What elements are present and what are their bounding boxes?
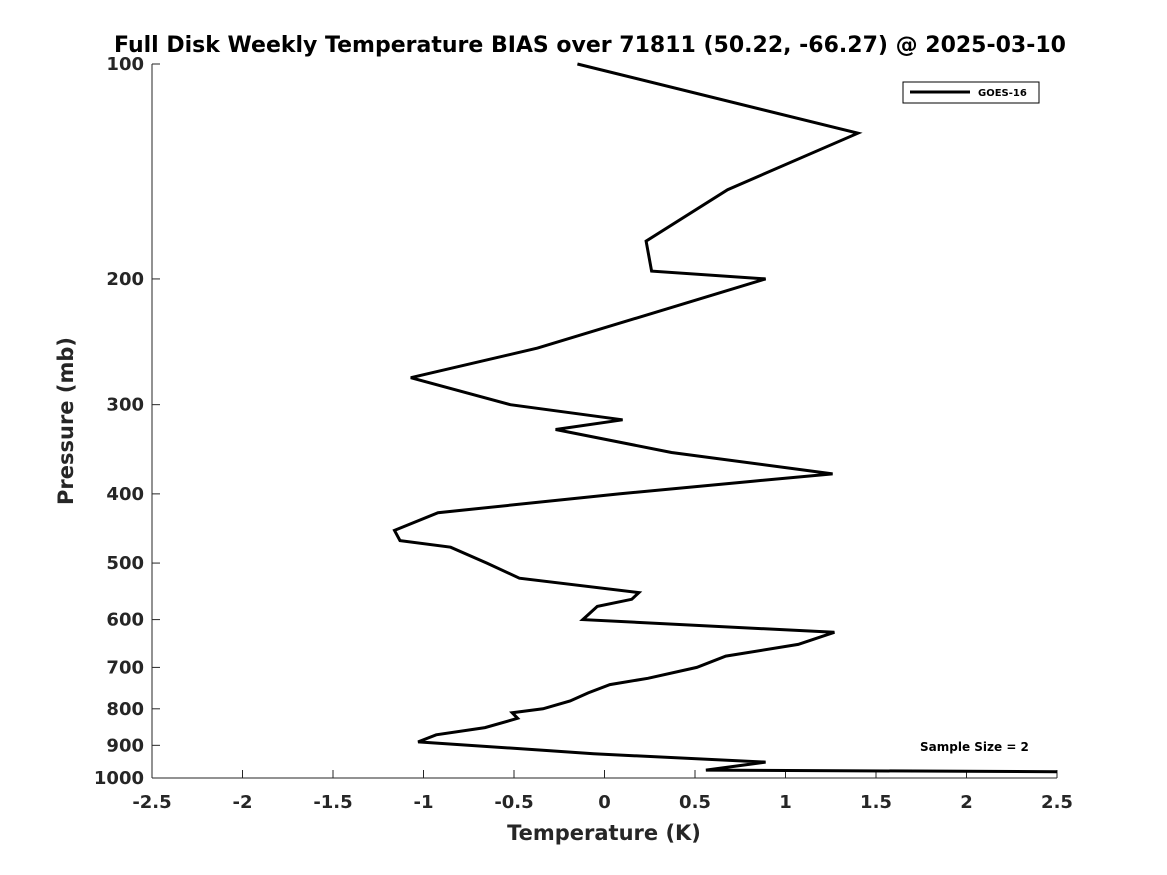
y-axis-ticks: 100 200 300 400 500 600 700 800 900 1000: [94, 54, 160, 789]
legend: GOES-16: [902, 81, 1040, 104]
x-tick-label: -0.5: [494, 792, 533, 813]
y-tick-label: 500: [106, 553, 144, 574]
y-tick-label: 700: [106, 657, 144, 678]
y-tick-label: 800: [106, 699, 144, 720]
x-tick-label: 1: [779, 792, 792, 813]
y-tick-label: 300: [106, 395, 144, 416]
chart-title: Full Disk Weekly Temperature BIAS over 7…: [114, 33, 1066, 58]
y-tick-label: 1000: [94, 768, 144, 789]
legend-label: GOES-16: [978, 88, 1027, 99]
y-tick-label: 200: [106, 269, 144, 290]
x-tick-label: -2: [233, 792, 253, 813]
x-tick-label: 2.5: [1041, 792, 1073, 813]
x-tick-label: 2: [960, 792, 973, 813]
y-tick-label: 400: [106, 484, 144, 505]
series-line-goes-16: [392, 62, 1058, 774]
sample-size-annotation: Sample Size = 2: [920, 740, 1029, 754]
x-axis-ticks: -2.5 -2 -1.5 -1 -0.5 0 0.5 1 1.5 2 2.5: [132, 770, 1073, 813]
x-tick-label: -1.5: [313, 792, 352, 813]
x-axis-label: Temperature (K): [507, 821, 701, 845]
y-tick-label: 600: [106, 610, 144, 631]
y-tick-label: 900: [106, 735, 144, 756]
x-tick-label: -1: [414, 792, 434, 813]
series-group: [392, 62, 1058, 774]
legend-box: [902, 81, 1040, 104]
x-tick-label: 0: [598, 792, 611, 813]
y-axis-label: Pressure (mb): [54, 337, 78, 505]
x-tick-label: 0.5: [679, 792, 711, 813]
x-tick-label: -2.5: [132, 792, 171, 813]
x-tick-label: 1.5: [860, 792, 892, 813]
y-tick-label: 100: [106, 54, 144, 75]
